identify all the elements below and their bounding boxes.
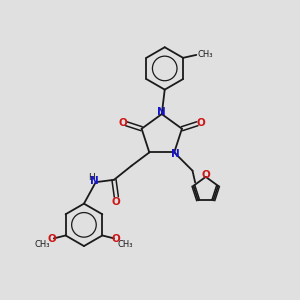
Text: CH₃: CH₃ [118,240,133,249]
Text: H: H [88,173,94,182]
Text: CH₃: CH₃ [198,50,213,59]
Text: O: O [118,118,127,128]
Text: N: N [90,176,99,186]
Text: O: O [201,170,210,180]
Text: O: O [196,118,206,128]
Text: O: O [112,234,120,244]
Text: N: N [158,107,166,117]
Text: O: O [48,234,56,244]
Text: O: O [112,196,121,207]
Text: CH₃: CH₃ [35,240,50,249]
Text: N: N [171,149,180,159]
